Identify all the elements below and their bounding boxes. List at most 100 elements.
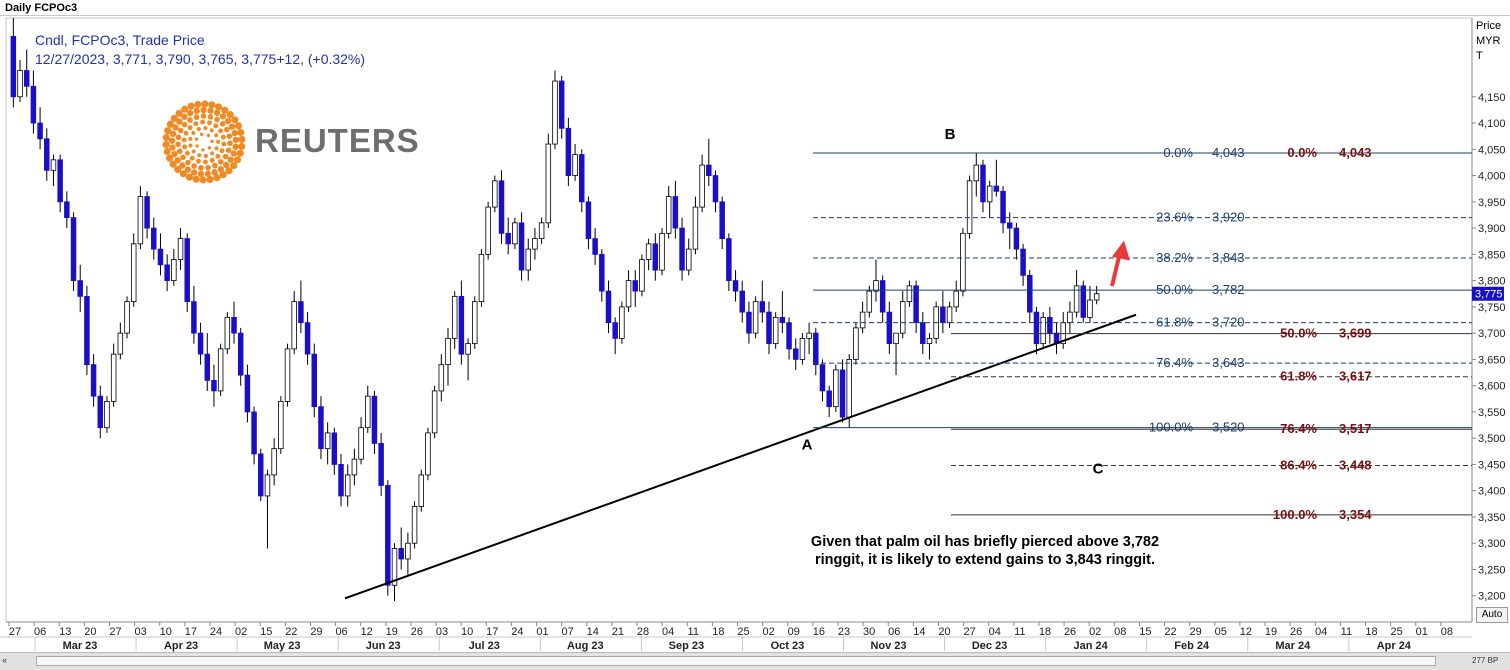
- x-day-label: 02: [235, 626, 247, 638]
- fib-right-pct: 86.4%: [1280, 457, 1317, 472]
- logo-dot: [214, 116, 220, 123]
- x-day-label: 25: [737, 626, 749, 638]
- fib-left-value: 3,720: [1212, 315, 1245, 330]
- logo-dot: [169, 160, 177, 168]
- logo-dot: [196, 126, 201, 132]
- logo-dot: [168, 137, 176, 144]
- x-day-label: 14: [913, 626, 925, 638]
- fib-left-value: 3,843: [1212, 250, 1245, 265]
- fib-right-value: 3,354: [1339, 507, 1372, 522]
- candle-body: [752, 301, 759, 334]
- instrument-info-line-2: 12/27/2023, 3,771, 3,790, 3,765, 3,775+1…: [35, 51, 366, 67]
- candle-body: [110, 353, 117, 402]
- scroll-thumb[interactable]: [36, 656, 1436, 666]
- candle-body: [558, 80, 565, 129]
- logo-dot: [236, 149, 244, 157]
- instrument-info-line-1: Cndl, FCPOc3, Trade Price: [35, 32, 205, 48]
- candle-body: [706, 164, 712, 176]
- candle-body: [485, 206, 491, 255]
- wave-label-b: B: [945, 126, 956, 143]
- logo-dot: [203, 153, 208, 158]
- instrument-info: Cndl, FCPOc3, Trade Price 12/27/2023, 3,…: [35, 31, 365, 69]
- y-tick-label: 3,350: [1478, 512, 1506, 524]
- candle-body: [799, 337, 806, 360]
- logo-dot: [183, 130, 189, 136]
- logo-dot: [222, 153, 229, 160]
- logo-dot: [194, 100, 202, 109]
- logo-dot: [204, 170, 212, 177]
- candle-body: [23, 70, 30, 87]
- logo-dot: [214, 103, 223, 111]
- fib-left-value: 4,043: [1212, 145, 1245, 160]
- candle-body: [599, 253, 605, 292]
- candle-body: [77, 280, 83, 297]
- x-day-label: 27: [109, 626, 121, 638]
- x-day-label: 02: [1089, 626, 1101, 638]
- candle-body: [124, 301, 130, 334]
- logo-dot: [202, 159, 208, 165]
- x-day-label: 30: [863, 626, 875, 638]
- logo-dot: [220, 134, 226, 140]
- candle-body: [418, 474, 424, 507]
- x-day-label: 01: [1416, 626, 1428, 638]
- logo-dot: [181, 121, 188, 128]
- candle-body: [819, 364, 826, 392]
- logo-dot: [217, 166, 225, 173]
- fib-right-pct: 76.4%: [1280, 421, 1317, 436]
- candle-body: [365, 395, 371, 429]
- candle-body: [478, 253, 485, 303]
- scroll-left-icon[interactable]: «: [2, 655, 8, 665]
- candle-body: [839, 369, 846, 418]
- candle-body: [699, 164, 705, 208]
- x-day-label: 23: [838, 626, 850, 638]
- logo-dot: [209, 128, 214, 133]
- candle-body: [525, 248, 531, 271]
- logo-dot: [176, 118, 183, 125]
- logo-dot: [181, 105, 189, 113]
- y-tick-label: 4,100: [1478, 118, 1506, 130]
- logo-dot: [232, 143, 239, 151]
- auto-scale-button[interactable]: Auto: [1476, 607, 1508, 623]
- candle-body: [117, 332, 124, 355]
- x-day-label: 11: [688, 626, 699, 638]
- up-arrow-shaft: [1110, 252, 1122, 287]
- candle-body: [1033, 311, 1040, 345]
- candle-body: [405, 542, 411, 560]
- reuters-logo: REUTERS: [157, 95, 422, 188]
- candle-body: [237, 332, 244, 376]
- x-day-label: 03: [134, 626, 146, 638]
- x-day-label: 19: [386, 626, 398, 638]
- y-tick-label: 3,850: [1478, 249, 1506, 261]
- logo-dot: [192, 175, 200, 183]
- candle-body: [311, 353, 318, 408]
- logo-dot: [163, 147, 171, 156]
- candle-body: [619, 306, 625, 339]
- candle-body: [833, 369, 839, 408]
- y-tick-label: 3,300: [1478, 538, 1506, 550]
- candle-body: [879, 280, 886, 313]
- logo-dot: [219, 171, 227, 179]
- last-price-tag: [1472, 286, 1504, 301]
- x-day-label: 25: [1391, 626, 1403, 638]
- logo-dot: [190, 169, 198, 176]
- logo-dot: [166, 120, 174, 128]
- fib-left-value: 3,643: [1212, 355, 1245, 370]
- candle-body: [920, 322, 926, 345]
- x-day-label: 20: [84, 626, 96, 638]
- analysis-note-line-1: Given that palm oil has briefly pierced …: [810, 534, 1160, 550]
- logo-dot: [232, 136, 240, 144]
- candle-body: [1047, 316, 1053, 334]
- logo-dot: [223, 161, 230, 169]
- logo-dot: [207, 120, 212, 126]
- horizontal-scrollbar[interactable]: « 277 BP: [0, 652, 1510, 670]
- logo-dot: [224, 117, 232, 125]
- logo-dot: [185, 173, 194, 181]
- candle-body: [458, 295, 465, 355]
- logo-dot: [210, 151, 215, 156]
- wave-label-a: A: [802, 437, 813, 454]
- x-day-label: 26: [411, 626, 423, 638]
- logo-dot: [237, 128, 245, 137]
- logo-dot: [193, 107, 200, 115]
- candle-body: [151, 227, 157, 250]
